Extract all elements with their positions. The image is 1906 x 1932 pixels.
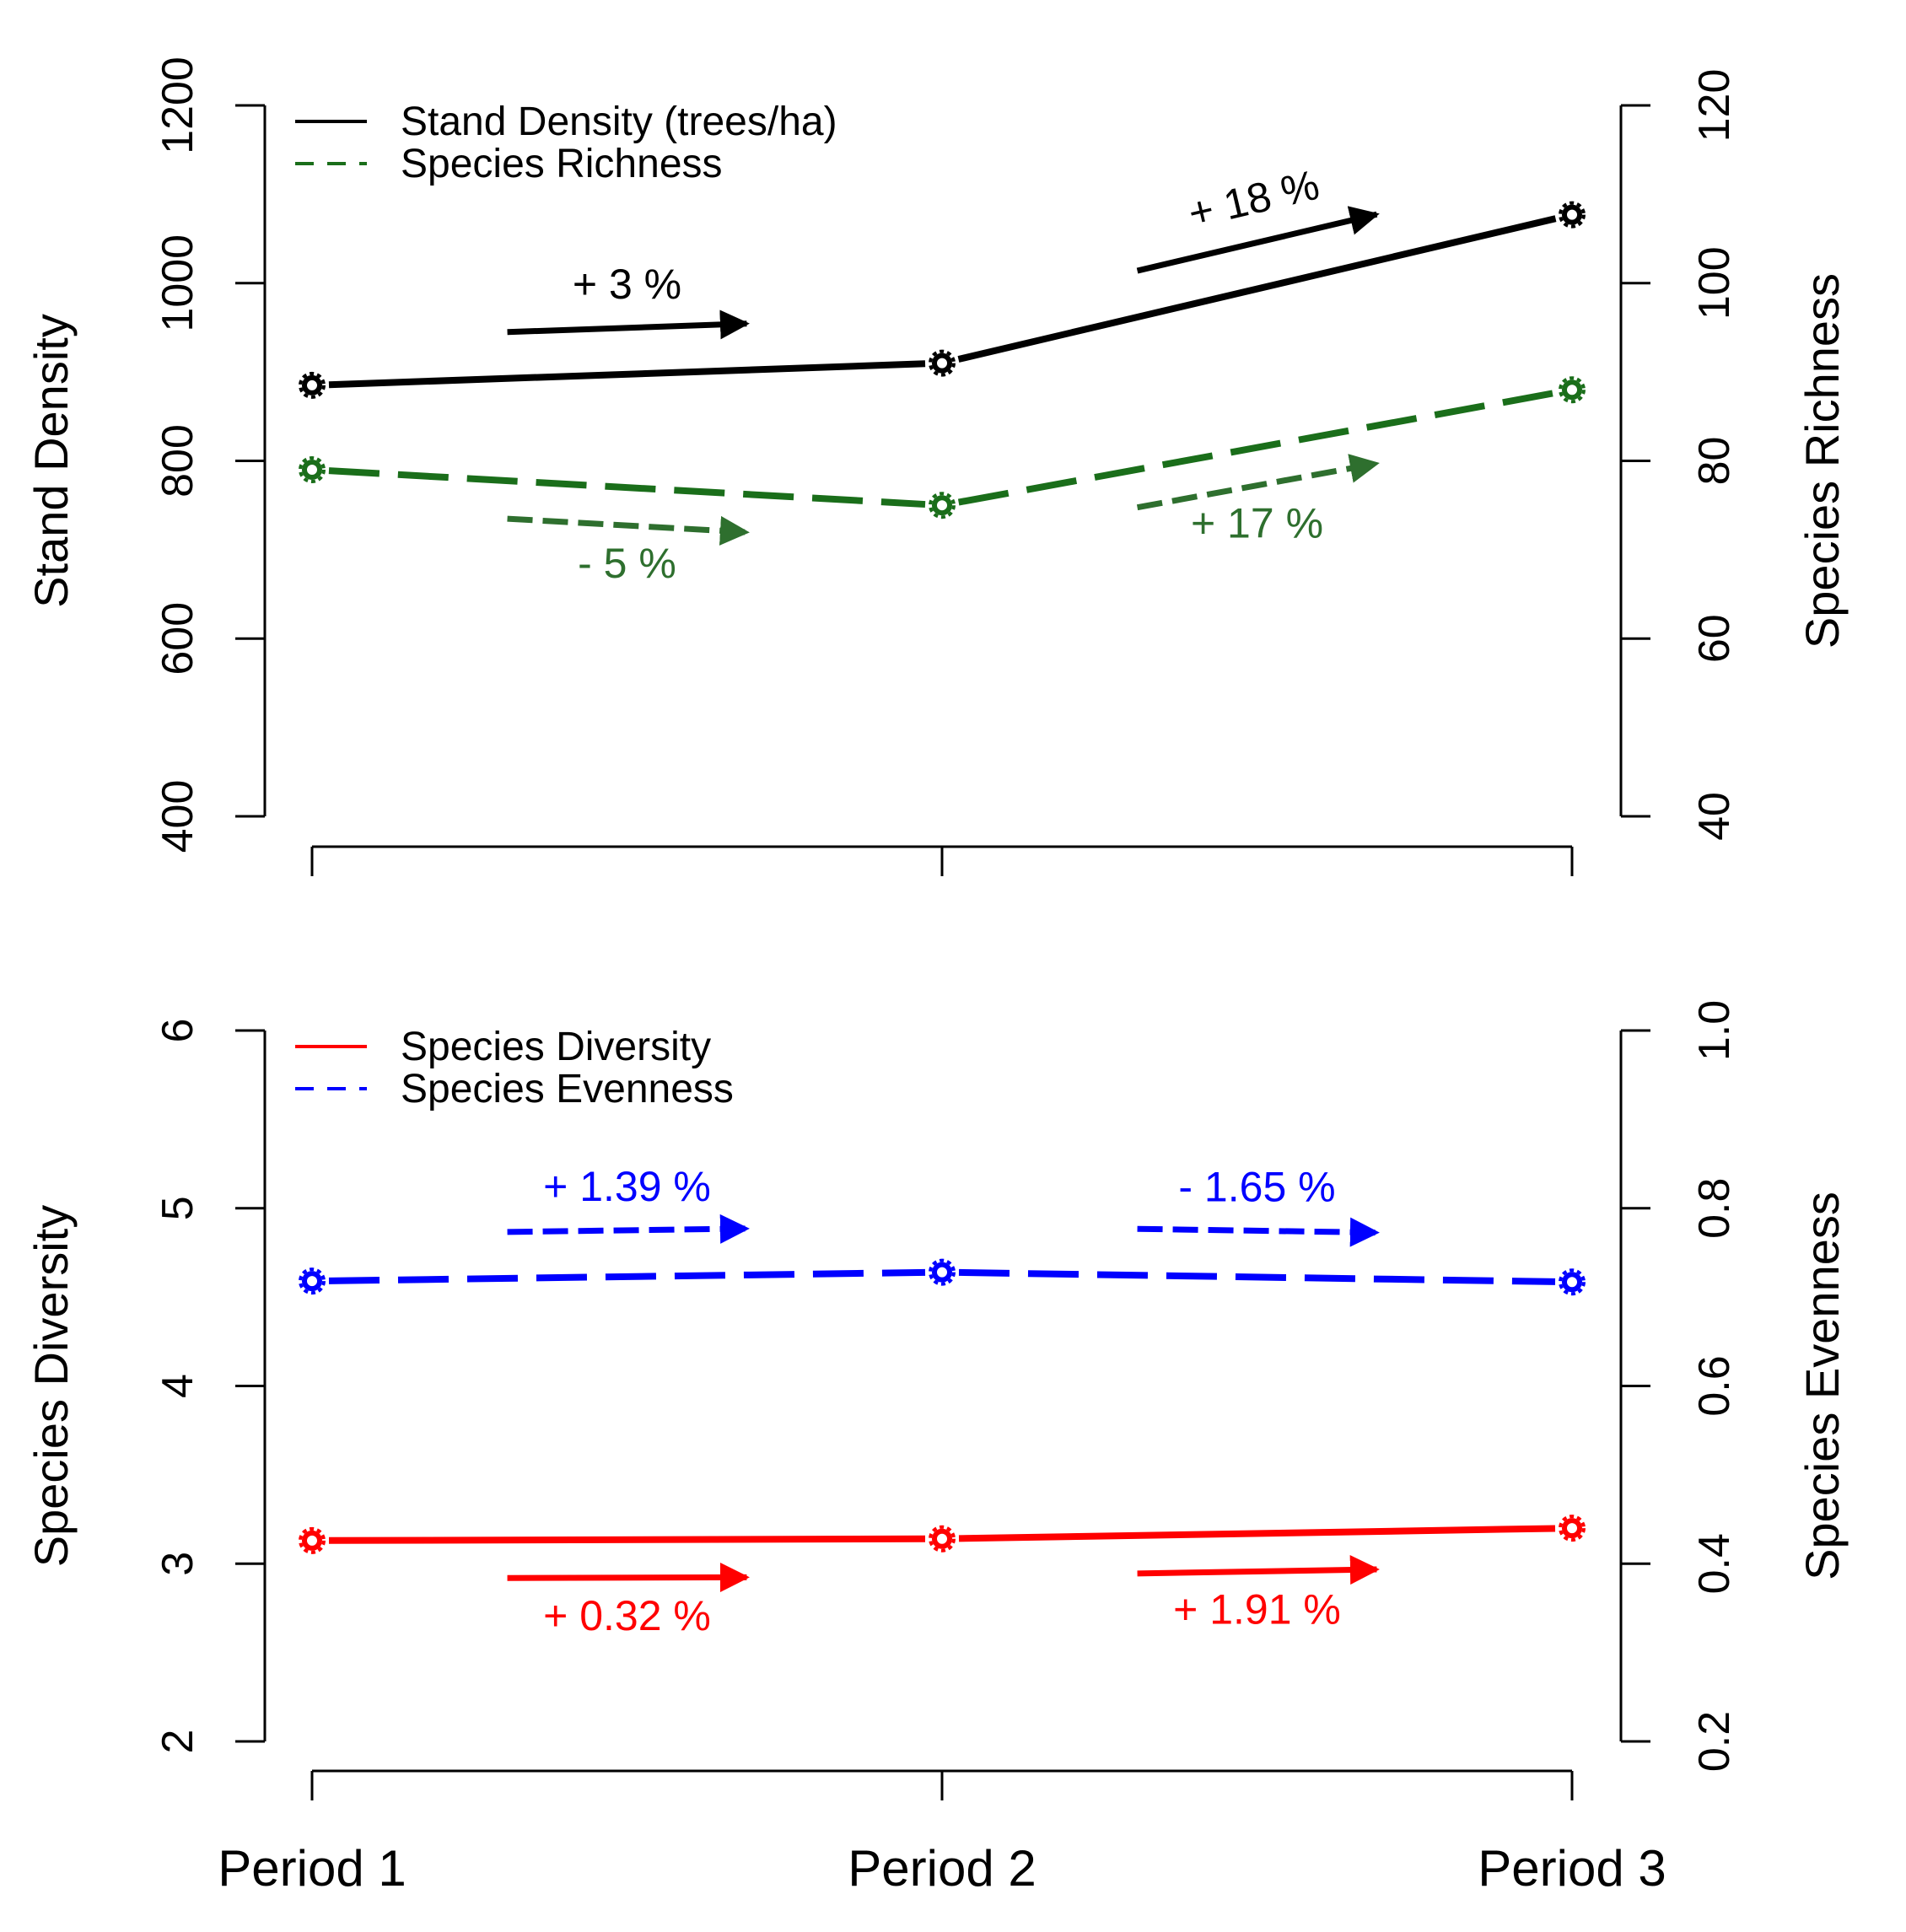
legend-label: Species Diversity: [401, 1025, 711, 1069]
left-y-tick-label: 600: [153, 602, 202, 675]
data-point-ring: [929, 492, 956, 519]
data-point: [302, 1271, 322, 1292]
x-tick-label: Period 2: [848, 1840, 1036, 1897]
data-point: [1562, 204, 1582, 225]
data-point-ring: [299, 456, 326, 484]
series-line-segment: [328, 1268, 926, 1284]
series-line-segment: [328, 467, 926, 509]
data-point-ring: [299, 371, 326, 399]
top-panel: 400 600 800 1000 1200 Stand Density 40 60 80 100 1…: [24, 57, 1849, 876]
data-point: [1562, 1272, 1582, 1293]
annotation-label: - 1.65 %: [1178, 1163, 1335, 1210]
series-line-segment: [958, 1525, 1556, 1542]
series-line-segment: [328, 1535, 926, 1544]
left-y-tick-label: 1000: [153, 234, 202, 332]
data-point: [1562, 379, 1582, 401]
annotation-label: + 17 %: [1191, 500, 1323, 547]
annotation-arrow: [1136, 206, 1380, 274]
left-y-axis-title: Stand Density: [24, 314, 78, 608]
data-point: [932, 1528, 952, 1549]
data-point-ring: [929, 349, 956, 377]
right-y-tick-label: 100: [1690, 246, 1739, 320]
annotation-arrow: [1136, 454, 1380, 511]
right-y-axis-title: Species Richness: [1796, 273, 1849, 648]
annotation-label: + 1.39 %: [543, 1163, 711, 1210]
right-y-tick-label: 0.4: [1690, 1533, 1739, 1594]
left-y-tick-label: 2: [153, 1730, 202, 1754]
left-y-axis-title: Species Diversity: [24, 1205, 78, 1567]
right-y-tick-label: 40: [1690, 792, 1739, 841]
data-point-ring: [1559, 1515, 1586, 1542]
left-y-tick-label: 4: [153, 1374, 202, 1398]
annotation-arrow: [507, 1214, 750, 1244]
annotation-label: + 3 %: [573, 261, 681, 308]
right-y-tick-label: 0.2: [1690, 1711, 1739, 1772]
annotation-label: + 1.91 %: [1173, 1585, 1341, 1633]
series-line-segment: [957, 215, 1557, 363]
left-y-tick-label: 400: [153, 780, 202, 853]
data-point-ring: [929, 1525, 956, 1553]
right-y-tick-label: 80: [1690, 437, 1739, 486]
annotation-label: + 0.32 %: [543, 1592, 711, 1639]
annotation-arrow: [507, 309, 750, 340]
right-y-tick-label: 60: [1690, 614, 1739, 663]
left-y-tick-label: 6: [153, 1019, 202, 1043]
data-point-ring: [299, 1526, 326, 1554]
annotation-arrow: [507, 1562, 750, 1592]
series-line-segment: [958, 1268, 1556, 1285]
right-y-tick-label: 0.8: [1690, 1178, 1739, 1239]
legend-label: Stand Density (trees/ha): [401, 100, 837, 144]
data-point-ring: [929, 1258, 956, 1286]
left-y-tick-label: 800: [153, 424, 202, 498]
data-point-ring: [1559, 1268, 1586, 1296]
series-line-segment: [328, 360, 926, 389]
left-y-tick-label: 5: [153, 1196, 202, 1220]
series-line-segment: [957, 389, 1557, 506]
annotation-arrow: [1137, 1555, 1380, 1585]
data-point: [302, 460, 322, 481]
legend-label: Species Richness: [401, 142, 723, 186]
right-y-tick-label: 120: [1690, 69, 1739, 143]
data-point: [932, 352, 952, 374]
left-y-tick-label: 3: [153, 1552, 202, 1576]
data-point-ring: [1559, 201, 1586, 229]
annotation-arrow: [1137, 1217, 1380, 1247]
annotation-label: - 5 %: [578, 540, 676, 587]
legend-label: Species Evenness: [401, 1067, 734, 1111]
data-point: [932, 1262, 952, 1283]
right-y-tick-label: 0.6: [1690, 1355, 1739, 1416]
data-point: [302, 374, 322, 396]
data-point-ring: [299, 1267, 326, 1295]
annotation-label: + 18 %: [1184, 161, 1324, 238]
data-point-ring: [1559, 376, 1586, 404]
bottom-panel: 2 3 4 5 6 Species Diversity 0.2 0.4 0.6 0.8 1.0 Spe…: [24, 1000, 1849, 1897]
right-y-axis-title: Species Evenness: [1796, 1192, 1849, 1580]
right-y-tick-label: 1.0: [1690, 1000, 1739, 1061]
x-tick-label: Period 3: [1478, 1840, 1666, 1897]
data-point: [1562, 1518, 1582, 1539]
annotation-arrow: [507, 515, 750, 546]
data-point: [302, 1530, 322, 1551]
data-point: [932, 495, 952, 516]
left-y-tick-label: 1200: [153, 57, 202, 154]
x-tick-label: Period 1: [218, 1840, 406, 1897]
